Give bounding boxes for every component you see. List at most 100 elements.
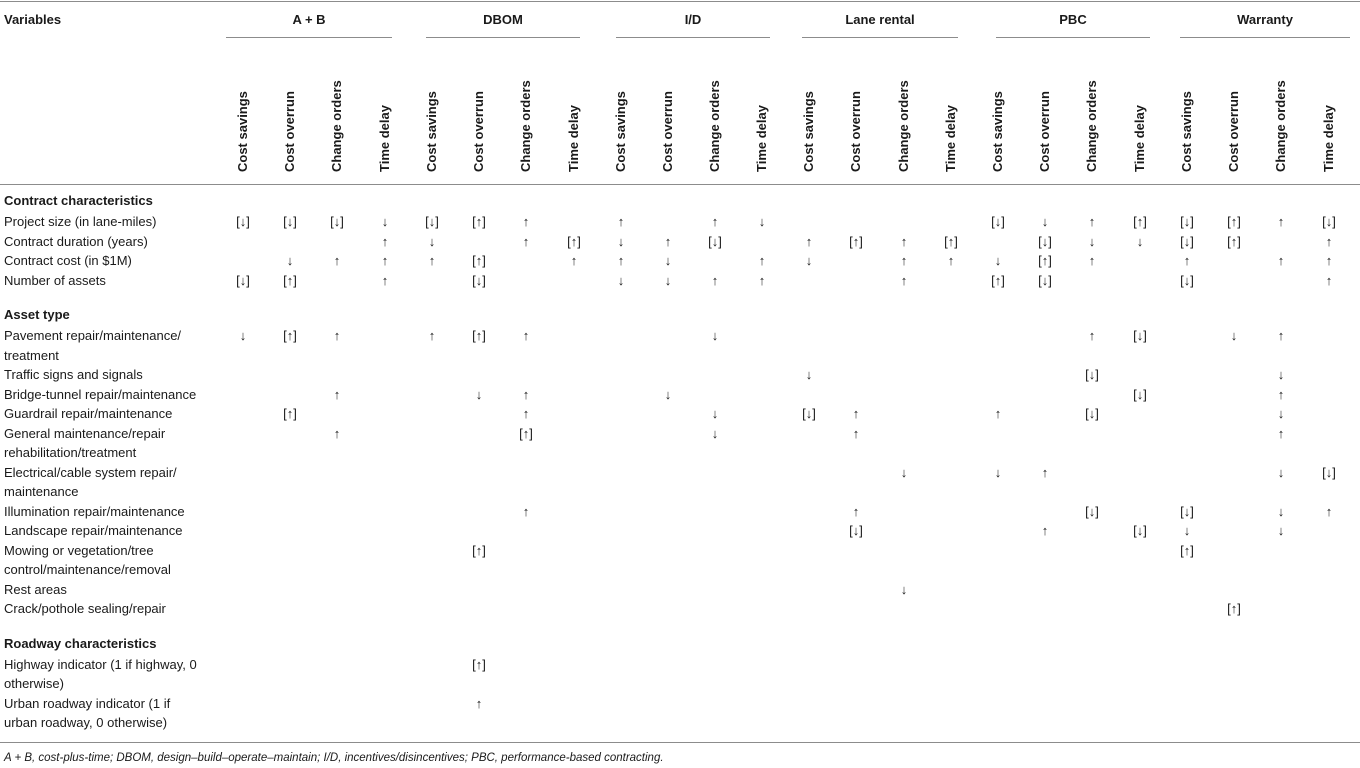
table-cell: [↑]	[519, 425, 533, 441]
table-cell: ↑	[852, 425, 860, 441]
variables-header: Variables	[4, 12, 62, 27]
table-cell: ↑	[1088, 253, 1096, 268]
table-cell: ↑	[475, 695, 483, 711]
column-subheader: Cost overrun	[848, 91, 863, 172]
table-cell: ↓	[664, 253, 672, 268]
row-label: Illumination repair/maintenance	[4, 503, 185, 519]
row-label: Urban roadway indicator (1 if	[4, 695, 171, 711]
row-label: control/maintenance/removal	[4, 562, 171, 577]
section-title: Asset type	[4, 307, 70, 322]
column-subheader: Time delay	[943, 105, 958, 172]
row-label: Crack/pothole sealing/repair	[4, 601, 166, 616]
table-cell: [↑]	[283, 406, 297, 421]
row-label: Traffic signs and signals	[4, 367, 143, 382]
column-subheader: Change orders	[1273, 80, 1288, 172]
table-cell: [↓]	[1133, 328, 1147, 343]
table-cell: ↑	[1183, 253, 1191, 268]
row-label: General maintenance/repair	[4, 425, 166, 441]
column-subheader: Cost overrun	[1037, 91, 1052, 172]
table-cell: ↓	[664, 272, 672, 288]
table-cell: ↑	[381, 233, 389, 249]
top-rule	[0, 1, 1360, 2]
table-cell: ↑	[522, 214, 530, 229]
column-subheader: Time delay	[1321, 105, 1336, 172]
table-cell: ↓	[1230, 328, 1238, 343]
column-subheader: Change orders	[329, 80, 344, 172]
table-cell: ↓	[994, 253, 1002, 268]
group-header: I/D	[684, 12, 702, 27]
table-cell: [↑]	[472, 542, 486, 558]
table-cell: [↓]	[1085, 503, 1099, 519]
group-underline	[426, 37, 580, 38]
table-cell: [↓]	[1180, 214, 1194, 229]
table-cell: ↑	[1088, 214, 1096, 229]
table-cell: [↓]	[1180, 233, 1194, 249]
table-cell: [↑]	[1227, 601, 1241, 616]
table-cell: [↑]	[283, 272, 297, 288]
table-cell: [↑]	[567, 233, 581, 249]
table-cell: [↓]	[283, 214, 297, 229]
table-cell: ↑	[333, 328, 341, 343]
column-subheader: Cost overrun	[471, 91, 486, 172]
table-cell: ↓	[381, 214, 389, 229]
column-subheader: Cost savings	[424, 91, 439, 172]
column-subheader: Time delay	[754, 105, 769, 172]
table-cell: ↓	[617, 233, 625, 249]
table-cell: [↑]	[1038, 253, 1052, 268]
column-subheader: Cost overrun	[282, 91, 297, 172]
table-cell: ↑	[1041, 464, 1049, 480]
table-cell: [↑]	[472, 214, 486, 229]
table-cell: ↓	[1277, 523, 1285, 538]
table-cell: ↓	[711, 328, 719, 343]
table-cell: ↑	[522, 233, 530, 249]
bottom-rule	[0, 742, 1360, 743]
table-cell: ↑	[994, 406, 1002, 421]
section-title: Contract characteristics	[4, 193, 153, 208]
column-subheader: Cost savings	[613, 91, 628, 172]
table-cell: ↓	[805, 367, 813, 382]
row-label: Bridge-tunnel repair/maintenance	[4, 386, 197, 402]
column-subheader: Time delay	[1132, 105, 1147, 172]
table-cell: ↑	[1325, 233, 1333, 249]
table-cell: ↑	[1325, 503, 1333, 519]
table-cell: ↑	[664, 233, 672, 249]
group-underline	[996, 37, 1150, 38]
table-cell: ↓	[475, 386, 483, 402]
table-cell: ↑	[1041, 523, 1049, 538]
table-cell: [↑]	[283, 328, 297, 343]
table-cell: [↓]	[1180, 272, 1194, 288]
table-footnote: A + B, cost-plus-time; DBOM, design–buil…	[4, 752, 664, 764]
table-cell: [↓]	[330, 214, 344, 229]
group-underline	[1180, 37, 1350, 38]
table-cell: ↑	[852, 406, 860, 421]
table-cell: ↑	[1088, 328, 1096, 343]
table-cell: [↑]	[472, 253, 486, 268]
table-cell: [↑]	[1227, 214, 1241, 229]
group-underline	[616, 37, 770, 38]
table-cell: ↓	[711, 406, 719, 421]
column-subheader: Change orders	[1084, 80, 1099, 172]
table-cell: ↑	[1277, 425, 1285, 441]
table-cell: [↓]	[802, 406, 816, 421]
row-label: Electrical/cable system repair/	[4, 464, 177, 480]
row-label: Project size (in lane-miles)	[4, 214, 157, 229]
table-cell: ↑	[333, 425, 341, 441]
row-label: Number of assets	[4, 272, 106, 288]
table-cell: [↓]	[849, 523, 863, 538]
table-cell: ↑	[852, 503, 860, 519]
table-cell: ↑	[428, 253, 436, 268]
column-subheader: Cost overrun	[660, 91, 675, 172]
table-cell: ↑	[711, 214, 719, 229]
header-rule	[0, 184, 1360, 185]
table-cell: ↑	[711, 272, 719, 288]
table-cell: ↑	[522, 503, 530, 519]
table-cell: ↑	[381, 253, 389, 268]
column-subheader: Change orders	[707, 80, 722, 172]
table-cell: ↓	[664, 386, 672, 402]
table-cell: [↑]	[1227, 233, 1241, 249]
group-header: PBC	[1059, 12, 1087, 27]
row-label: urban roadway, 0 otherwise)	[4, 715, 168, 730]
table-cell: ↓	[900, 464, 908, 480]
column-subheader: Time delay	[566, 105, 581, 172]
table-cell: ↑	[1325, 272, 1333, 288]
